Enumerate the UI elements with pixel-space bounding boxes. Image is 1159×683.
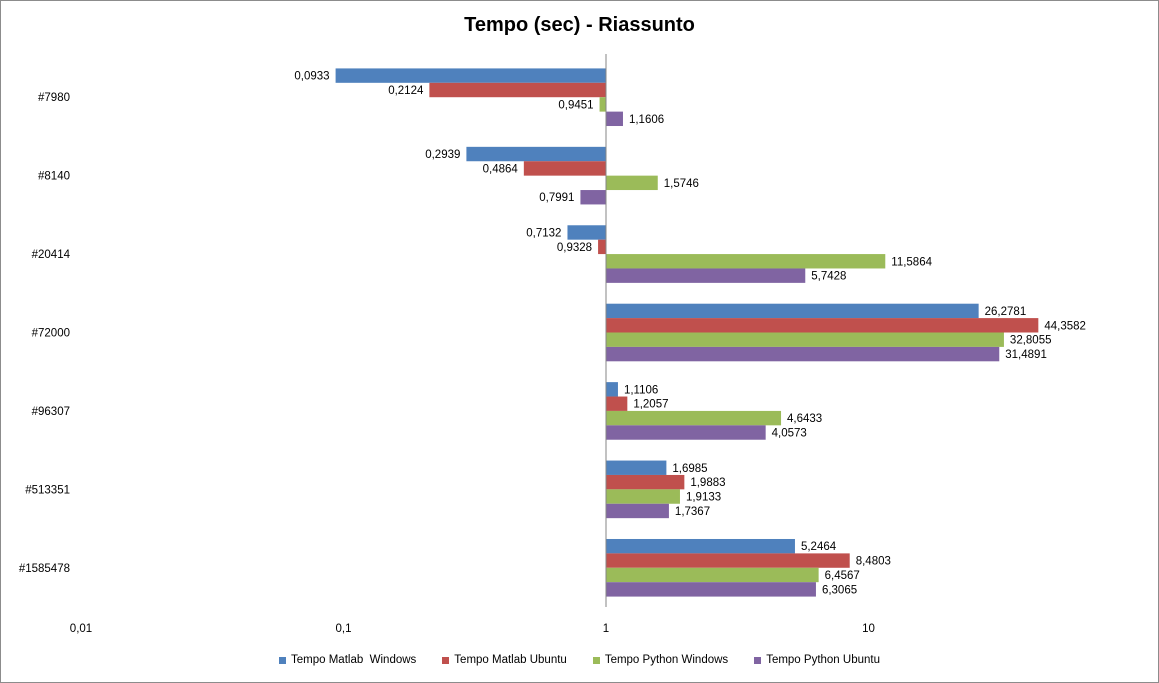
legend-item: Tempo Python Windows bbox=[592, 654, 729, 666]
x-tick-label: 10 bbox=[862, 623, 875, 635]
data-label: 0,2124 bbox=[388, 85, 424, 97]
data-label: 1,1606 bbox=[629, 114, 664, 126]
bar bbox=[606, 567, 819, 583]
data-label: 1,5746 bbox=[664, 178, 699, 190]
data-label: 1,2057 bbox=[633, 399, 668, 411]
legend-item: Tempo Matlab Ubuntu bbox=[442, 654, 567, 666]
chart-legend: Tempo Matlab Windows Tempo Matlab Ubuntu T… bbox=[0, 654, 1159, 666]
bar bbox=[606, 489, 680, 504]
legend-item: Tempo Matlab Windows bbox=[279, 654, 416, 666]
data-label: 4,0573 bbox=[772, 428, 807, 440]
bar bbox=[606, 474, 685, 490]
bar bbox=[606, 410, 782, 426]
data-label: 0,9328 bbox=[557, 242, 592, 254]
category-label: #20414 bbox=[32, 249, 71, 261]
legend-swatch bbox=[592, 656, 600, 664]
data-label: 0,0933 bbox=[294, 71, 329, 83]
data-label: 5,7428 bbox=[811, 271, 846, 283]
category-label: #96307 bbox=[32, 406, 70, 418]
data-label: 4,6433 bbox=[787, 413, 822, 425]
bar bbox=[606, 425, 766, 440]
bar bbox=[567, 225, 606, 240]
data-label: 0,9451 bbox=[558, 99, 593, 111]
data-label: 1,1106 bbox=[624, 384, 658, 396]
bar bbox=[606, 503, 669, 519]
data-label: 26,2781 bbox=[985, 306, 1027, 318]
x-tick-label: 0,01 bbox=[70, 623, 92, 635]
bar bbox=[606, 175, 658, 191]
category-label: #7980 bbox=[38, 92, 70, 104]
bar bbox=[466, 146, 606, 162]
bar bbox=[606, 254, 886, 269]
data-label: 31,4891 bbox=[1005, 349, 1047, 361]
bar bbox=[606, 346, 1000, 362]
bar bbox=[606, 111, 623, 127]
data-label: 6,3065 bbox=[822, 584, 857, 596]
data-label: 5,2464 bbox=[801, 541, 837, 553]
chart-title: Tempo (sec) - Riassunto bbox=[464, 14, 695, 36]
category-label: #1585478 bbox=[19, 563, 70, 575]
bar bbox=[606, 318, 1039, 333]
bar bbox=[606, 382, 618, 397]
bar bbox=[606, 268, 806, 283]
legend-swatch bbox=[754, 656, 762, 664]
data-label: 1,6985 bbox=[672, 463, 707, 475]
bar bbox=[606, 332, 1004, 347]
data-label: 11,5864 bbox=[891, 256, 932, 268]
legend-item: Tempo Python Ubuntu bbox=[754, 654, 880, 666]
data-label: 1,7367 bbox=[675, 506, 710, 518]
data-label: 32,8055 bbox=[1010, 335, 1052, 347]
bar bbox=[580, 190, 606, 205]
legend-label: Tempo Python Windows bbox=[604, 654, 729, 666]
legend-label: Tempo Matlab Windows bbox=[291, 654, 417, 666]
data-label: 0,7132 bbox=[526, 227, 561, 239]
category-label: #8140 bbox=[38, 171, 70, 183]
data-label: 0,4864 bbox=[483, 163, 519, 175]
bar bbox=[523, 161, 606, 176]
bar bbox=[598, 239, 606, 255]
bar bbox=[606, 396, 628, 411]
x-tick-label: 0,1 bbox=[336, 623, 352, 635]
data-label: 44,3582 bbox=[1044, 320, 1086, 332]
legend-label: Tempo Python Ubuntu bbox=[766, 654, 880, 666]
bar bbox=[606, 460, 667, 475]
legend-swatch bbox=[279, 656, 287, 664]
bar bbox=[599, 97, 606, 112]
bar bbox=[606, 303, 979, 319]
data-label: 0,2939 bbox=[425, 149, 460, 161]
category-label: #513351 bbox=[25, 484, 70, 496]
bar bbox=[429, 82, 606, 98]
data-label: 6,4567 bbox=[825, 570, 860, 582]
legend-label: Tempo Matlab Ubuntu bbox=[454, 654, 567, 666]
bar bbox=[606, 538, 795, 554]
bar bbox=[606, 553, 850, 568]
bar bbox=[606, 582, 816, 597]
data-label: 8,4803 bbox=[856, 556, 891, 568]
data-label: 1,9133 bbox=[686, 492, 721, 504]
data-label: 0,7991 bbox=[539, 192, 574, 204]
category-label: #72000 bbox=[32, 328, 70, 340]
bar bbox=[335, 68, 606, 83]
legend-swatch bbox=[442, 656, 450, 664]
data-label: 1,9883 bbox=[690, 477, 725, 489]
x-tick-label: 1 bbox=[603, 623, 609, 635]
